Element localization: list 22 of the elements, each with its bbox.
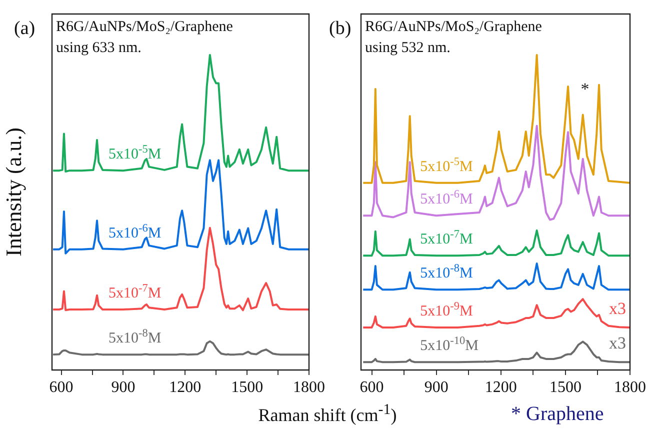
- x-tick-label: 1200: [484, 378, 517, 396]
- x-tick-label: 900: [111, 378, 136, 396]
- x-tick-label: 1800: [614, 378, 646, 396]
- chart-title: R6G/AuNPs/MoS₂/Graphene: [365, 19, 542, 35]
- x-axis-title: Raman shift (cm$^{-1}$): [258, 402, 397, 425]
- chart-title: R6G/AuNPs/MoS₂/Graphene: [56, 19, 234, 35]
- text: (a): [14, 18, 36, 40]
- x-tick-label: 600: [360, 378, 384, 396]
- text: * Graphene: [511, 403, 604, 426]
- x-tick-label: 1200: [169, 378, 202, 396]
- chart-subtitle: using 633 nm.: [56, 40, 142, 56]
- annotation: x3: [609, 334, 626, 353]
- x-tick-label: 1800: [293, 378, 325, 396]
- chart-subtitle: using 532 nm.: [365, 40, 450, 56]
- annotation: x3: [609, 298, 626, 318]
- x-tick-label: 1500: [549, 378, 582, 396]
- x-tick-label: 600: [49, 378, 74, 396]
- x-tick-label: 1500: [231, 378, 264, 396]
- x-tick-label: 900: [424, 378, 448, 396]
- annotation: *: [580, 79, 590, 98]
- text: (b): [329, 18, 352, 40]
- y-axis-title: Intensity (a.u.): [0, 128, 26, 256]
